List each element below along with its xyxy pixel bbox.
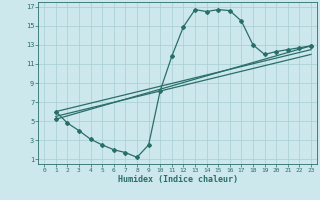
X-axis label: Humidex (Indice chaleur): Humidex (Indice chaleur) — [118, 175, 238, 184]
